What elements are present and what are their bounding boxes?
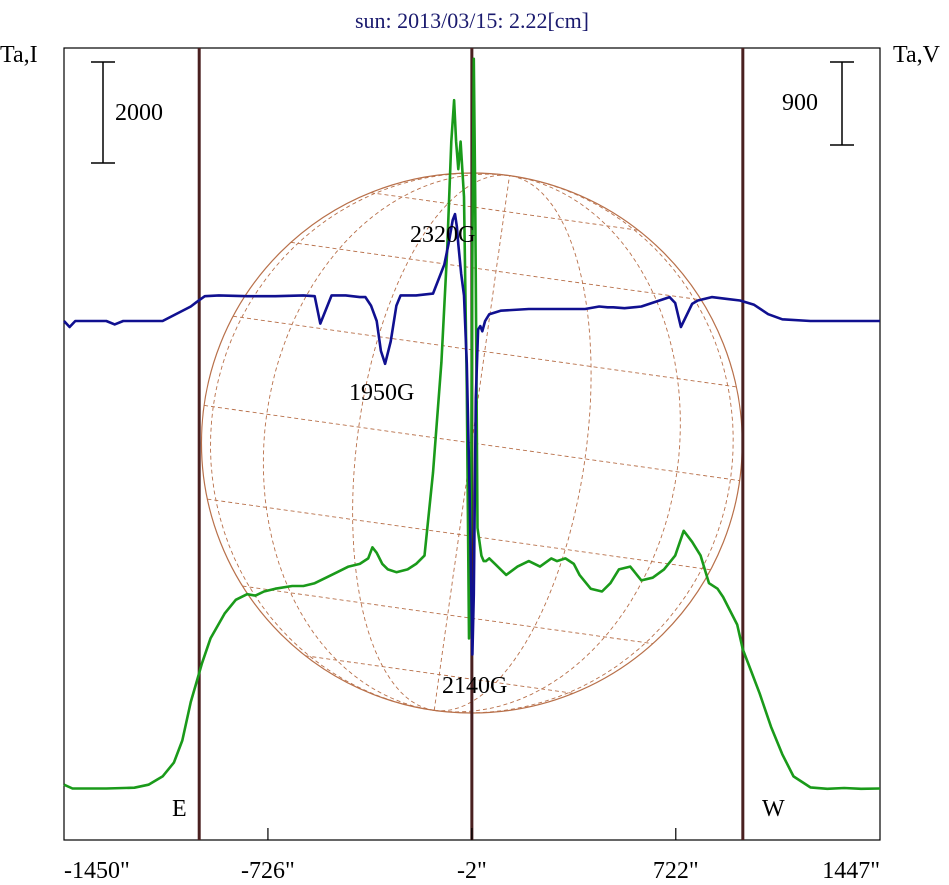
x-tick-label: 1447"	[822, 858, 880, 884]
series-line-v	[63, 212, 880, 656]
x-tick-label: -1450"	[64, 858, 130, 884]
disk-longitude-line	[434, 175, 734, 714]
x-ticks: -1450" -726" -2" 722" 1447"	[64, 828, 880, 884]
annotation-2140g: 2140G	[442, 673, 507, 699]
disk-latitude-line	[232, 315, 737, 388]
annotation-2320g: 2320G	[410, 222, 475, 248]
disk-latitude-line	[290, 241, 702, 301]
left-axis-label: Ta,I	[0, 42, 38, 68]
chart-title: sun: 2013/03/15: 2.22[cm]	[355, 8, 589, 33]
left-scale-label: 2000	[115, 100, 163, 126]
west-limb-label: W	[762, 796, 785, 822]
disk-latitude-line	[370, 192, 639, 231]
disk-latitude-line	[242, 585, 653, 645]
right-axis-label: Ta,V	[893, 42, 941, 68]
x-tick-label: 722"	[653, 858, 699, 884]
x-tick-label: -726"	[241, 858, 295, 884]
annotation-1950g: 1950G	[349, 380, 414, 406]
disk-longitude-line	[433, 175, 510, 711]
east-limb-label: E	[172, 796, 187, 822]
disk-longitude-line	[434, 175, 592, 712]
disk-longitude-line	[352, 174, 510, 711]
series-lines	[63, 57, 881, 791]
disk-latitude-line	[203, 404, 740, 482]
right-scale-bar: 900	[782, 61, 854, 146]
left-scale-bar: 2000	[91, 61, 163, 164]
right-scale-label: 900	[782, 90, 818, 116]
series-line-i	[63, 57, 881, 791]
x-tick-label: -2"	[457, 858, 487, 884]
